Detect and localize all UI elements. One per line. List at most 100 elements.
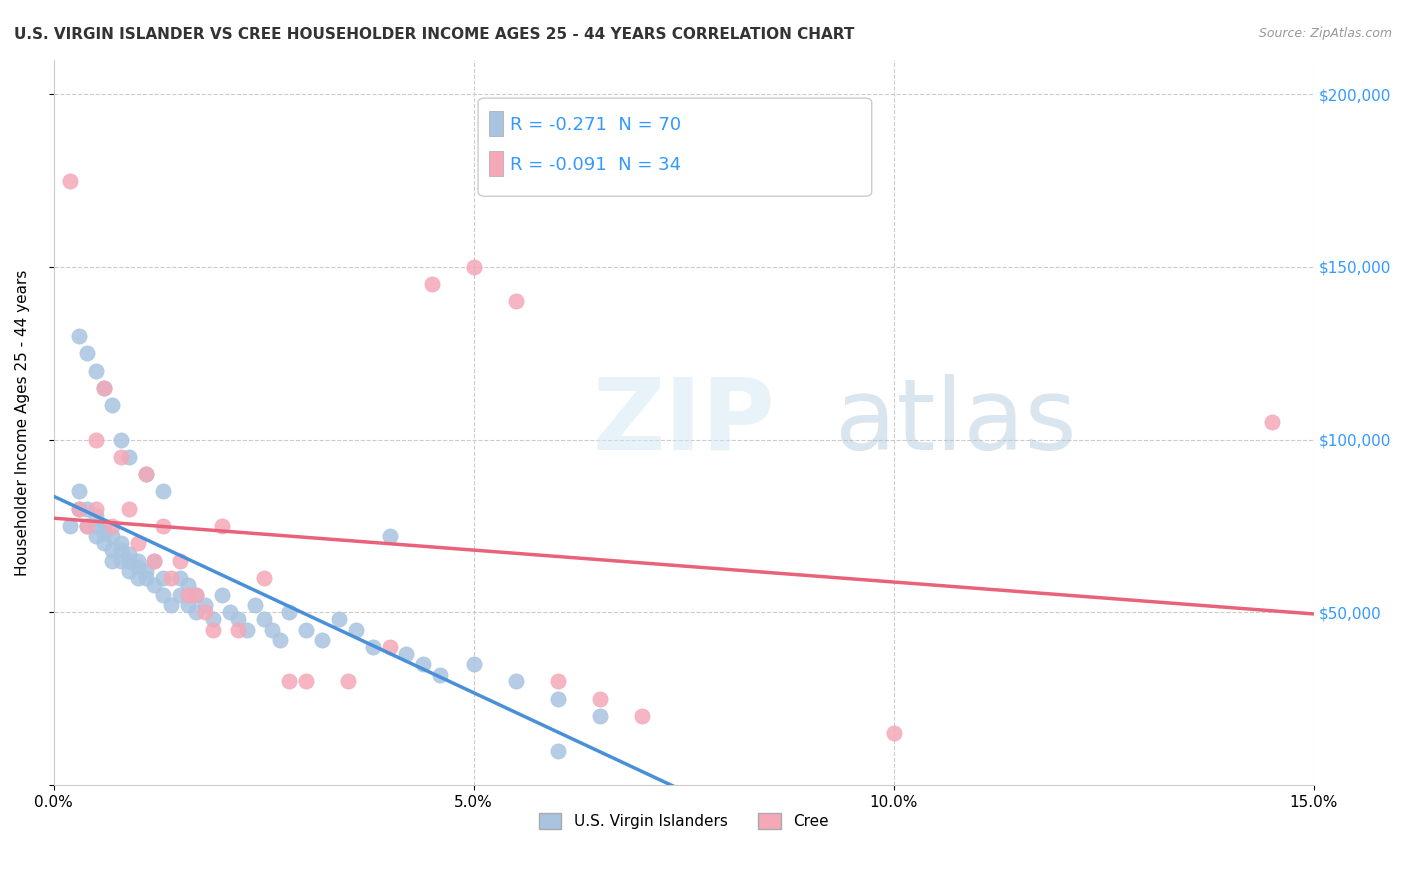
Point	[59, 173, 82, 187]
Point	[67, 501, 90, 516]
Point	[294, 674, 316, 689]
Legend: U.S. Virgin Islanders, Cree: U.S. Virgin Islanders, Cree	[533, 807, 835, 836]
Point	[67, 484, 90, 499]
Point	[463, 657, 485, 672]
Point	[361, 640, 384, 654]
Point	[93, 536, 115, 550]
Point	[211, 519, 233, 533]
Point	[420, 277, 443, 292]
Point	[186, 588, 208, 602]
Point	[84, 363, 107, 377]
Point	[118, 564, 141, 578]
Point	[547, 691, 569, 706]
Text: ZIP: ZIP	[592, 374, 775, 471]
Point	[152, 588, 174, 602]
Point	[135, 571, 157, 585]
Point	[127, 553, 149, 567]
Point	[101, 398, 124, 412]
Point	[93, 381, 115, 395]
Point	[135, 467, 157, 482]
Text: R = -0.091  N = 34: R = -0.091 N = 34	[510, 156, 682, 174]
Text: atlas: atlas	[835, 374, 1077, 471]
Point	[245, 599, 267, 613]
Point	[67, 329, 90, 343]
Point	[395, 647, 418, 661]
Point	[228, 612, 250, 626]
Point	[211, 588, 233, 602]
Point	[143, 553, 166, 567]
Point	[93, 381, 115, 395]
Point	[84, 433, 107, 447]
Point	[76, 346, 98, 360]
Point	[463, 260, 485, 274]
Point	[67, 501, 90, 516]
Point	[76, 519, 98, 533]
Point	[84, 508, 107, 523]
Point	[260, 623, 283, 637]
Point	[344, 623, 367, 637]
Point	[110, 450, 132, 464]
Point	[101, 543, 124, 558]
Point	[336, 674, 359, 689]
Point	[219, 605, 242, 619]
Point	[630, 709, 652, 723]
Point	[118, 450, 141, 464]
Point	[84, 529, 107, 543]
Point	[93, 525, 115, 540]
Point	[152, 484, 174, 499]
Point	[135, 564, 157, 578]
Point	[1261, 415, 1284, 429]
Point	[169, 571, 191, 585]
Point	[412, 657, 434, 672]
Point	[152, 571, 174, 585]
Point	[127, 571, 149, 585]
Point	[169, 588, 191, 602]
Point	[378, 640, 401, 654]
Point	[547, 674, 569, 689]
Point	[194, 605, 217, 619]
Point	[118, 547, 141, 561]
Point	[547, 743, 569, 757]
Point	[160, 571, 183, 585]
Point	[76, 501, 98, 516]
Point	[378, 529, 401, 543]
Point	[118, 501, 141, 516]
Point	[883, 726, 905, 740]
Point	[177, 599, 200, 613]
Point	[202, 612, 225, 626]
Point	[169, 553, 191, 567]
Point	[429, 667, 451, 681]
Point	[101, 519, 124, 533]
Text: U.S. VIRGIN ISLANDER VS CREE HOUSEHOLDER INCOME AGES 25 - 44 YEARS CORRELATION C: U.S. VIRGIN ISLANDER VS CREE HOUSEHOLDER…	[14, 27, 855, 42]
Point	[202, 623, 225, 637]
Point	[177, 588, 200, 602]
Text: Source: ZipAtlas.com: Source: ZipAtlas.com	[1258, 27, 1392, 40]
Point	[110, 543, 132, 558]
Point	[505, 294, 527, 309]
Point	[589, 691, 612, 706]
Point	[76, 519, 98, 533]
Point	[59, 519, 82, 533]
Point	[269, 632, 291, 647]
Point	[177, 578, 200, 592]
Point	[127, 560, 149, 574]
Point	[127, 536, 149, 550]
Point	[110, 553, 132, 567]
Point	[253, 571, 276, 585]
Point	[294, 623, 316, 637]
Point	[152, 519, 174, 533]
Point	[143, 553, 166, 567]
Point	[228, 623, 250, 637]
Point	[160, 599, 183, 613]
Point	[186, 588, 208, 602]
Y-axis label: Householder Income Ages 25 - 44 years: Householder Income Ages 25 - 44 years	[15, 269, 30, 575]
Point	[253, 612, 276, 626]
Point	[505, 674, 527, 689]
Point	[101, 529, 124, 543]
Point	[277, 674, 299, 689]
Point	[118, 553, 141, 567]
Point	[328, 612, 350, 626]
Point	[110, 536, 132, 550]
Point	[311, 632, 333, 647]
Point	[135, 467, 157, 482]
